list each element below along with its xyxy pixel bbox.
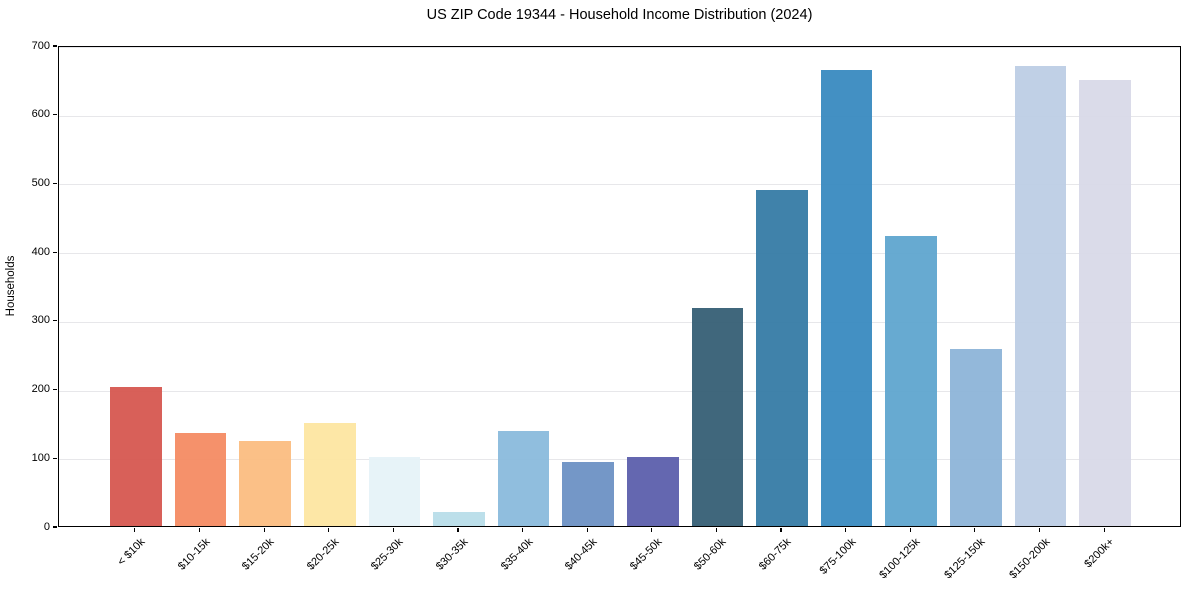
y-tick-label-400: 400 [31,245,50,258]
x-tick-label-$25-30k: $25-30k [369,536,406,573]
x-tick-mark-$150-200k [1038,528,1041,532]
y-tick-mark-500 [53,182,57,184]
y-tick-label-200: 200 [31,383,50,396]
x-tick-label-$60-75k: $60-75k [756,536,794,573]
y-tick-label-300: 300 [31,314,50,327]
bar-$125-150k [950,348,1002,526]
x-tick-mark-$45-50k [651,528,653,532]
x-tick-mark-$20-25k [328,528,330,532]
y-tick-label-700: 700 [31,39,50,52]
bar-$40-45k [562,462,614,526]
x-tick-label-$75-100k: $75-100k [817,536,859,577]
x-tick-label-< $10k: < $10k [115,536,148,569]
x-tick-label-$30-35k: $30-35k [433,536,471,573]
x-tick-label-$100-125k: $100-125k [877,536,923,582]
x-tick-label-$35-40k: $35-40k [498,536,536,573]
y-tick-label-500: 500 [31,176,50,189]
x-tick-mark-$200k+ [1103,528,1105,532]
y-tick-mark-300 [53,320,57,322]
gridline-500 [59,184,1180,186]
gridline-100 [59,459,1180,461]
x-tick-mark-$75-100k [845,528,847,532]
bar-$20-25k [303,422,356,526]
x-tick-label-$40-45k: $40-45k [563,536,600,573]
bar-$100-125k [885,236,938,526]
x-tick-mark-< $10k [134,528,136,532]
x-tick-label-$150-200k: $150-200k [1006,536,1052,582]
x-tick-mark-$15-20k [263,528,265,532]
bar-$50-60k [691,307,744,526]
x-tick-label-$45-50k: $45-50k [627,536,665,573]
gridline-700 [59,47,1180,48]
y-tick-label-100: 100 [31,451,50,464]
x-tick-label-$125-150k: $125-150k [942,536,988,582]
gridline-300 [59,321,1180,323]
x-tick-mark-$10-15k [198,528,201,532]
x-tick-mark-$100-125k [909,528,911,532]
x-tick-mark-$35-40k [522,528,524,532]
y-tick-mark-700 [53,45,57,47]
x-tick-label-$200k+: $200k+ [1082,536,1117,571]
bar-$10-15k [174,432,227,526]
bar-$30-35k [433,512,485,526]
bar-$75-100k [820,69,873,526]
gridline-600 [59,115,1180,117]
x-tick-label-$15-20k: $15-20k [239,536,277,573]
y-tick-mark-0 [53,526,57,528]
x-tick-label-$20-25k: $20-25k [304,536,342,573]
y-tick-mark-600 [53,114,57,116]
bar-$45-50k [627,456,679,526]
x-tick-mark-$60-75k [780,528,782,532]
bar-$60-75k [756,190,808,526]
plot-area [58,46,1181,527]
x-tick-mark-$125-150k [974,528,976,532]
y-tick-mark-200 [53,389,57,391]
bar-$150-200k [1014,65,1067,526]
bar-< $10k [110,387,162,526]
x-tick-label-$10-15k: $10-15k [175,536,212,573]
y-tick-mark-400 [53,251,57,253]
x-tick-label-$50-60k: $50-60k [692,536,729,573]
bar-$15-20k [239,440,291,526]
x-tick-mark-$30-35k [457,528,459,532]
bar-$25-30k [368,456,421,526]
y-axis-label: Households [5,255,17,317]
bar-$200k+ [1079,80,1131,526]
gridline-200 [59,390,1180,392]
bar-$35-40k [497,431,550,526]
x-tick-mark-$50-60k [715,528,717,532]
gridline-400 [59,253,1180,255]
x-tick-mark-$40-45k [586,528,588,532]
y-tick-label-600: 600 [31,108,50,121]
x-tick-mark-$25-30k [392,528,394,532]
y-tick-mark-100 [53,457,57,459]
chart-title: US ZIP Code 19344 - Household Income Dis… [426,7,813,23]
y-tick-label-0: 0 [43,520,50,533]
